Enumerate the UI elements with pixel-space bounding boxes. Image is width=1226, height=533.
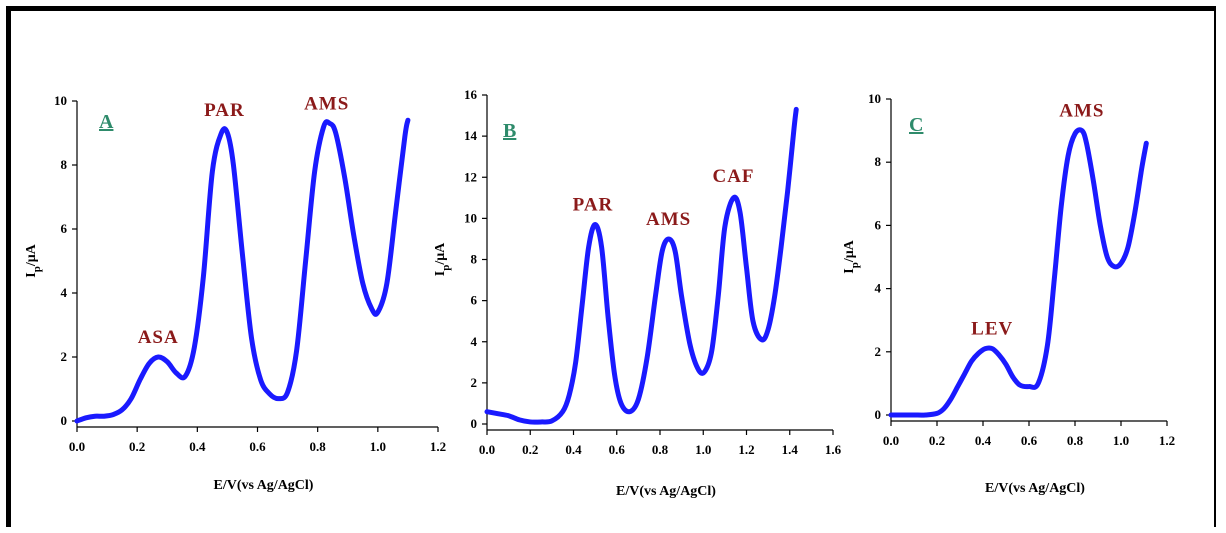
y-axis-title-unit: /μA xyxy=(842,239,857,263)
y-tick-label: 10 xyxy=(54,93,67,108)
y-axis-title: Ip/μA xyxy=(842,239,861,273)
panel-letter: A xyxy=(99,111,114,133)
y-tick-label: 8 xyxy=(471,252,478,267)
y-tick-label: 6 xyxy=(61,221,68,236)
y-tick-label: 8 xyxy=(61,157,68,172)
x-tick-label: 1.4 xyxy=(782,442,799,457)
panel-c: 0 2 4 6 8 10 0.0 0.2 0.4 0.6 0.8 1.0 1.2 E/V(vs Ag/Ag… xyxy=(842,91,1175,496)
x-tick-label: 1.0 xyxy=(695,442,711,457)
y-tick-label: 4 xyxy=(471,334,478,349)
peak-label-par: PAR xyxy=(573,195,614,216)
x-tick-label: 1.2 xyxy=(430,439,446,454)
x-tick-label: 0.4 xyxy=(975,433,992,448)
y-tick-label: 0 xyxy=(471,416,478,431)
x-tick-label: 0.8 xyxy=(1067,433,1084,448)
y-tick-label: 2 xyxy=(875,344,882,359)
x-tick-label: 0.4 xyxy=(565,442,582,457)
x-axis-title: E/V(vs Ag/AgCl) xyxy=(214,478,314,493)
y-tick-label: 6 xyxy=(471,293,478,308)
x-tick-label: 0.6 xyxy=(609,442,626,457)
y-axis-title-main: I xyxy=(24,272,39,277)
x-tick-label: 0.8 xyxy=(310,439,327,454)
panel-b: 0 2 4 6 8 10 12 14 16 0.0 0.2 0.4 0.6 0.8 1.0 1.2 1.4 1.6… xyxy=(433,87,842,499)
x-tick-label: 1.0 xyxy=(1113,433,1129,448)
peak-label-ams: AMS xyxy=(1059,101,1104,122)
x-axis-title: E/V(vs Ag/AgCl) xyxy=(985,481,1085,496)
x-tick-label: 0.6 xyxy=(249,439,266,454)
y-axis-title-sub: p xyxy=(440,265,452,271)
y-tick-label: 14 xyxy=(464,128,478,143)
x-tick-label: 1.6 xyxy=(825,442,842,457)
y-tick-label: 12 xyxy=(464,169,477,184)
peak-label-par: PAR xyxy=(204,100,245,121)
x-tick-label: 1.2 xyxy=(738,442,754,457)
panel-a: 0 2 4 6 8 10 0.0 0.2 0.4 0.6 0.8 1.0 1.2 E/V(vs Ag/Ag… xyxy=(24,93,446,493)
y-tick-label: 4 xyxy=(875,281,882,296)
y-axis-title-main: I xyxy=(842,268,857,273)
y-tick-label: 10 xyxy=(464,210,477,225)
x-tick-label: 0.2 xyxy=(129,439,145,454)
peak-label-lev: LEV xyxy=(971,319,1013,340)
x-tick-label: 1.0 xyxy=(370,439,386,454)
y-tick-label: 2 xyxy=(61,349,68,364)
x-tick-label: 1.2 xyxy=(1159,433,1175,448)
y-axis-title-main: I xyxy=(433,271,448,276)
y-axis-title: Ip/μA xyxy=(24,243,43,277)
y-axis-title-sub: p xyxy=(849,262,861,268)
figure-canvas: 0 2 4 6 8 10 0.0 0.2 0.4 0.6 0.8 1.0 1.2 E/V(vs Ag/Ag… xyxy=(24,87,1175,499)
peak-label-ams: AMS xyxy=(646,209,691,230)
y-tick-label: 8 xyxy=(875,154,882,169)
y-axis-title-unit: /μA xyxy=(24,243,39,267)
y-axis-title-sub: p xyxy=(31,266,43,272)
panel-letter: C xyxy=(909,114,923,136)
y-tick-label: 0 xyxy=(61,413,68,428)
voltammogram-curve xyxy=(74,117,411,424)
panel-letter: B xyxy=(503,120,516,142)
x-tick-label: 0.2 xyxy=(929,433,945,448)
y-tick-label: 10 xyxy=(868,91,881,106)
figure-frame: 0 2 4 6 8 10 0.0 0.2 0.4 0.6 0.8 1.0 1.2 E/V(vs Ag/Ag… xyxy=(6,6,1216,527)
x-axis-title: E/V(vs Ag/AgCl) xyxy=(616,484,716,499)
y-axis-title-unit: /μA xyxy=(433,242,448,266)
peak-label-ams: AMS xyxy=(304,93,349,114)
y-tick-label: 0 xyxy=(875,407,882,422)
x-tick-label: 0.0 xyxy=(69,439,85,454)
x-tick-label: 0.0 xyxy=(479,442,495,457)
voltammogram-curve xyxy=(484,106,799,425)
y-tick-label: 4 xyxy=(61,285,68,300)
y-tick-label: 6 xyxy=(875,217,882,232)
x-tick-label: 0.8 xyxy=(652,442,669,457)
x-tick-label: 0.4 xyxy=(189,439,206,454)
y-tick-label: 2 xyxy=(471,375,478,390)
x-tick-label: 0.2 xyxy=(522,442,538,457)
y-axis-title: Ip/μA xyxy=(433,242,452,276)
peak-label-caf: CAF xyxy=(712,166,754,187)
voltammogram-curve xyxy=(888,127,1149,418)
x-tick-label: 0.0 xyxy=(883,433,899,448)
peak-label-asa: ASA xyxy=(138,327,179,348)
x-tick-label: 0.6 xyxy=(1021,433,1038,448)
y-tick-label: 16 xyxy=(464,87,478,102)
